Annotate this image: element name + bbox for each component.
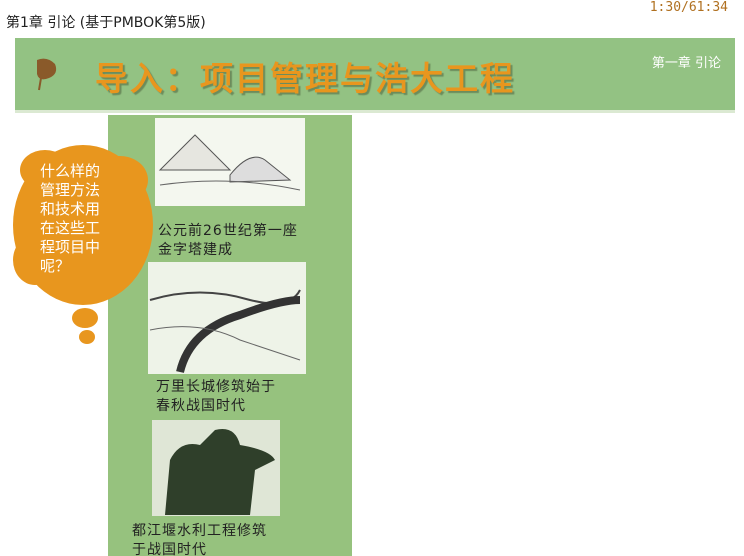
text-line: 管理方法	[40, 181, 101, 199]
text-line: 万里长城修筑始于	[156, 379, 276, 395]
dujiangyan-picture	[152, 420, 280, 516]
text-line: 在这些工	[40, 219, 101, 237]
caption: 公元前26世纪第一座 金字塔建成	[158, 222, 298, 260]
text-line: 金字塔建成	[158, 242, 233, 258]
header-title: 第1章 引论 (基于PMBOK第5版)	[6, 15, 206, 31]
text-line: 公元前26世纪第一座	[158, 223, 298, 239]
banner-title: 导入：项目管理与浩大工程	[95, 59, 515, 98]
thought-bubble	[13, 145, 153, 344]
text-line: 于战国时代	[132, 542, 207, 556]
caption: 都江堰水利工程修筑 于战国时代	[132, 522, 267, 556]
bubble-text: 什么样的 管理方法 和技术用 在这些工 程项目中 呢？	[40, 162, 100, 276]
text-line: 程项目中	[40, 238, 101, 256]
text-line: 春秋战国时代	[156, 398, 246, 414]
counter: 1:30/61:34	[649, 0, 728, 15]
pyramid-picture	[155, 118, 305, 206]
text-line: 和技术用	[40, 200, 101, 218]
banner-chapter: 第一章 引论	[651, 56, 721, 71]
banner-icon	[37, 58, 57, 91]
text-line: 什么样的	[40, 162, 101, 180]
great-wall-picture	[148, 262, 306, 374]
text-line: 都江堰水利工程修筑	[132, 523, 267, 539]
caption: 万里长城修筑始于 春秋战国时代	[156, 378, 276, 416]
banner: 导入：项目管理与浩大工程 第一章 引论	[15, 38, 735, 113]
text-line: 呢？	[40, 257, 71, 275]
